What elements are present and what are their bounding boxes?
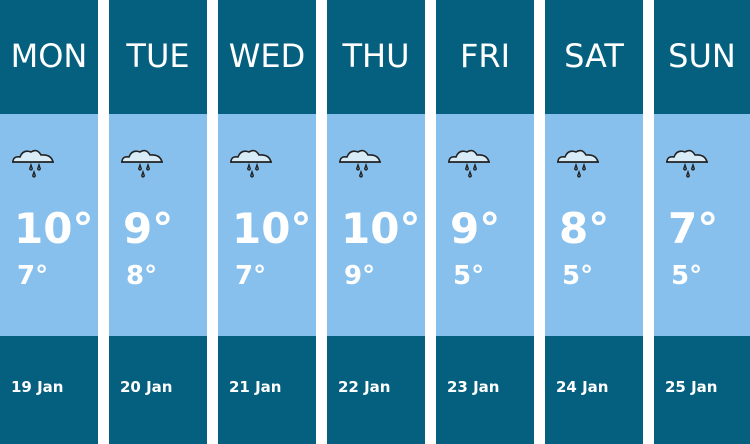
forecast-body: 9° 8° — [109, 114, 207, 336]
rain-cloud-icon — [11, 146, 55, 182]
low-temp: 5° — [671, 261, 703, 291]
date-label: 21 Jan — [229, 378, 282, 396]
day-column: SUN 7° 5° 25 Jan — [654, 0, 750, 444]
forecast-body: 10° 9° — [327, 114, 425, 336]
day-name: THU — [327, 0, 425, 114]
rain-cloud-icon — [556, 146, 600, 182]
day-column: TUE 9° 8° 20 Jan — [109, 0, 207, 444]
date-footer: 24 Jan — [545, 336, 643, 444]
day-column: SAT 8° 5° 24 Jan — [545, 0, 643, 444]
forecast-body: 7° 5° — [654, 114, 750, 336]
day-column: MON 10° 7° 19 Jan — [0, 0, 98, 444]
day-column: FRI 9° 5° 23 Jan — [436, 0, 534, 444]
rain-cloud-icon — [338, 146, 382, 182]
forecast-body: 8° 5° — [545, 114, 643, 336]
date-label: 24 Jan — [556, 378, 609, 396]
rain-cloud-icon — [229, 146, 273, 182]
day-name: FRI — [436, 0, 534, 114]
date-label: 19 Jan — [11, 378, 64, 396]
low-temp: 5° — [453, 261, 485, 291]
day-name: SUN — [654, 0, 750, 114]
high-temp: 9° — [450, 204, 501, 253]
date-footer: 21 Jan — [218, 336, 316, 444]
forecast-body: 9° 5° — [436, 114, 534, 336]
date-footer: 20 Jan — [109, 336, 207, 444]
high-temp: 10° — [341, 204, 421, 253]
high-temp: 8° — [559, 204, 610, 253]
day-column: THU 10° 9° 22 Jan — [327, 0, 425, 444]
day-name: MON — [0, 0, 98, 114]
date-footer: 25 Jan — [654, 336, 750, 444]
high-temp: 10° — [232, 204, 312, 253]
rain-cloud-icon — [120, 146, 164, 182]
low-temp: 9° — [344, 261, 376, 291]
day-name: SAT — [545, 0, 643, 114]
high-temp: 10° — [14, 204, 94, 253]
date-label: 20 Jan — [120, 378, 173, 396]
date-footer: 23 Jan — [436, 336, 534, 444]
low-temp: 7° — [235, 261, 267, 291]
date-label: 22 Jan — [338, 378, 391, 396]
rain-cloud-icon — [447, 146, 491, 182]
day-name: TUE — [109, 0, 207, 114]
day-column: WED 10° 7° 21 Jan — [218, 0, 316, 444]
date-label: 23 Jan — [447, 378, 500, 396]
day-name: WED — [218, 0, 316, 114]
high-temp: 7° — [668, 204, 719, 253]
forecast-body: 10° 7° — [218, 114, 316, 336]
date-footer: 22 Jan — [327, 336, 425, 444]
low-temp: 8° — [126, 261, 158, 291]
rain-cloud-icon — [665, 146, 709, 182]
low-temp: 5° — [562, 261, 594, 291]
forecast-body: 10° 7° — [0, 114, 98, 336]
low-temp: 7° — [17, 261, 49, 291]
date-footer: 19 Jan — [0, 336, 98, 444]
high-temp: 9° — [123, 204, 174, 253]
date-label: 25 Jan — [665, 378, 718, 396]
